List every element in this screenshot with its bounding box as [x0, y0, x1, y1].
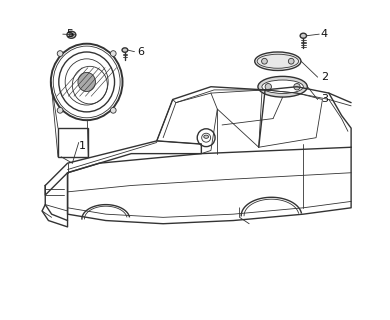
Ellipse shape — [255, 52, 301, 70]
Ellipse shape — [78, 72, 96, 92]
Ellipse shape — [204, 135, 209, 138]
Text: 4: 4 — [321, 29, 328, 39]
Circle shape — [262, 58, 267, 64]
Circle shape — [110, 108, 116, 113]
Ellipse shape — [258, 76, 307, 97]
Ellipse shape — [262, 80, 303, 93]
Text: 1: 1 — [79, 141, 86, 151]
Text: 3: 3 — [321, 94, 328, 104]
Circle shape — [265, 84, 271, 90]
Ellipse shape — [69, 33, 74, 36]
Ellipse shape — [122, 48, 128, 52]
Ellipse shape — [300, 33, 307, 38]
Text: 2: 2 — [321, 72, 328, 82]
Circle shape — [110, 51, 116, 56]
Text: 5: 5 — [66, 29, 73, 39]
Circle shape — [288, 58, 294, 64]
Circle shape — [294, 84, 300, 90]
Text: 6: 6 — [138, 47, 145, 57]
Circle shape — [57, 108, 63, 113]
Circle shape — [57, 51, 63, 56]
Ellipse shape — [67, 31, 76, 38]
